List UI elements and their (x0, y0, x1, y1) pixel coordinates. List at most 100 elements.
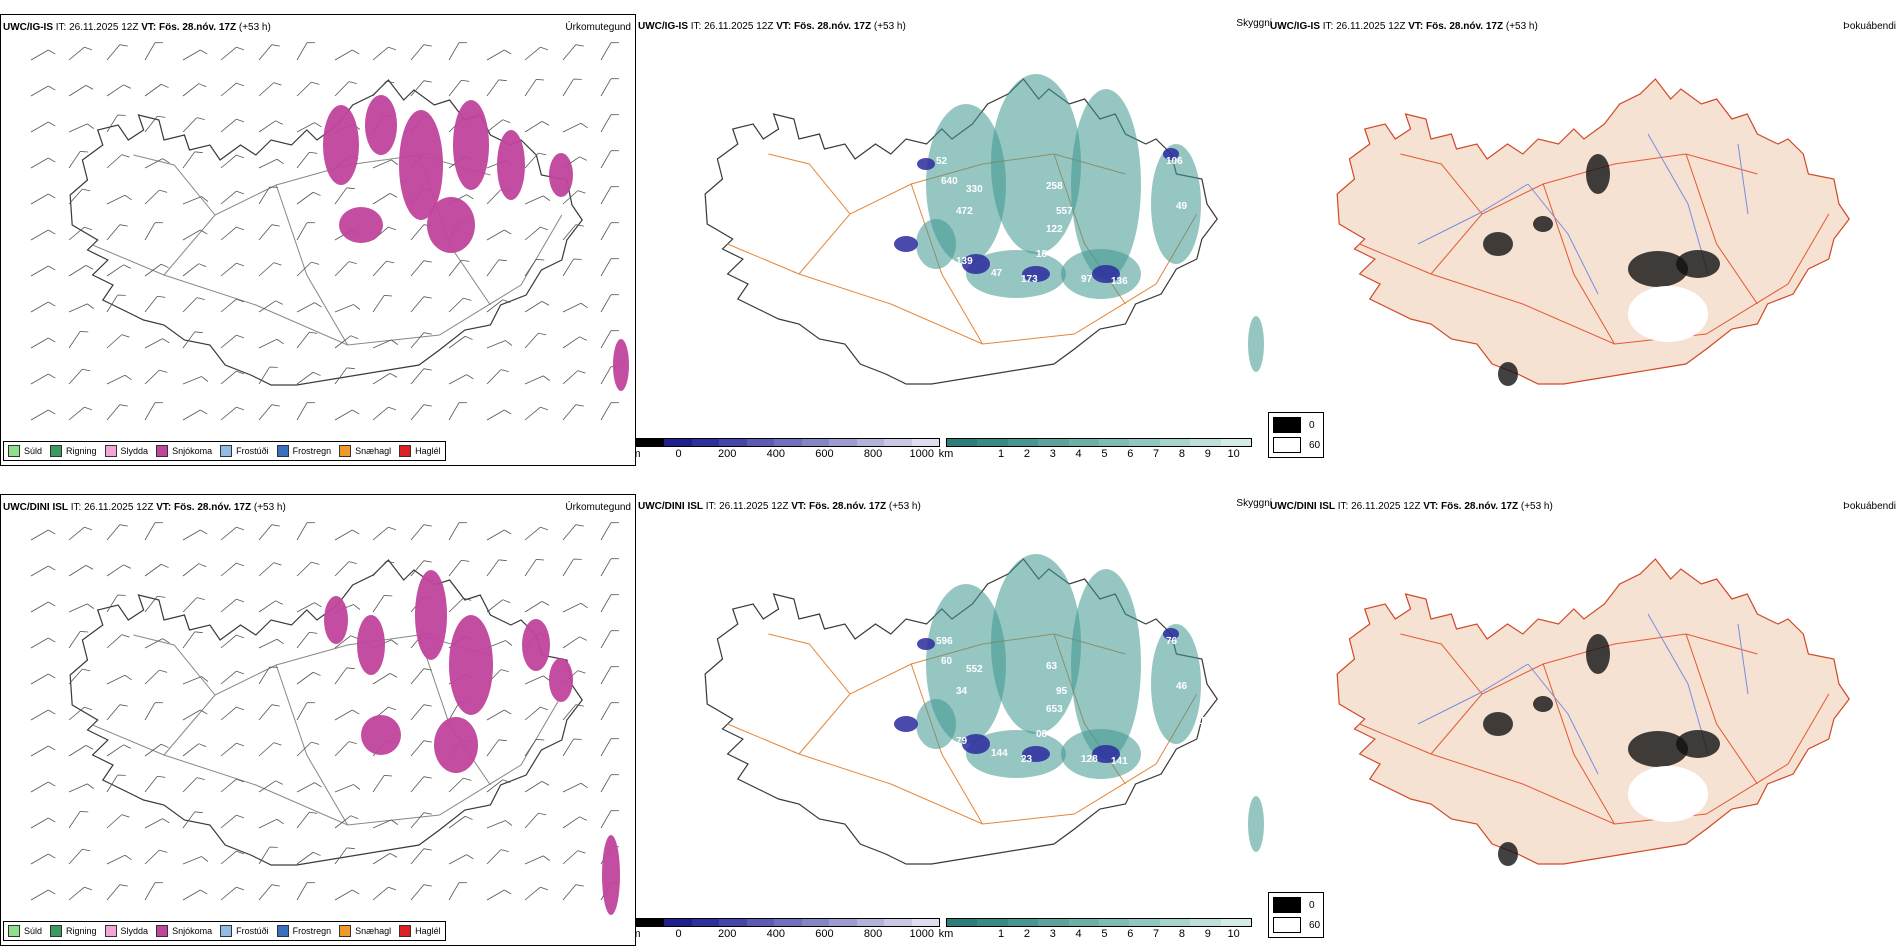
wind-barb (258, 366, 278, 385)
precip-type-legend: Súld Rigning Slydda Snjókoma Frostúði Frostre… (3, 921, 446, 941)
wind-barb (524, 226, 549, 241)
wind-barb (220, 814, 245, 829)
wind-barb (182, 229, 208, 241)
wind-barb (68, 668, 91, 685)
wind-barb (30, 373, 56, 385)
wind-barb (144, 222, 164, 241)
cloud-base-label: 640 (941, 176, 958, 187)
fog-area (1628, 731, 1688, 767)
wind-barb (106, 524, 128, 541)
wind-barb (68, 886, 93, 901)
wind-barb (68, 123, 95, 133)
cloud-base-label: 79 (956, 736, 968, 747)
iceland-coastline (1336, 558, 1850, 865)
wind-barb (296, 191, 321, 205)
wind-barb (562, 558, 582, 577)
cloud-base-label: 63 (1046, 661, 1058, 672)
wind-barb (68, 783, 95, 793)
wind-barb (296, 882, 316, 901)
cloud-base-label: 106 (1166, 156, 1183, 167)
wind-barb (372, 339, 399, 349)
wind-barb (258, 600, 283, 613)
cloud-base-label: 330 (966, 184, 983, 195)
colorbar-tick: 3 (1049, 448, 1056, 460)
wind-barb (372, 595, 393, 613)
wind-barb (258, 300, 283, 313)
wind-barb (410, 332, 432, 349)
road-line (275, 664, 349, 826)
river-line (1527, 183, 1599, 295)
legend-swatch (276, 445, 289, 457)
wind-barb (258, 846, 278, 865)
wind-barb (258, 404, 280, 421)
wind-barb (334, 847, 355, 865)
colorbar-tick: 1000 (909, 928, 934, 940)
cloud-base-label: 95 (1056, 686, 1068, 697)
wind-barb (106, 194, 132, 205)
cloud-base-label: 18 (1036, 249, 1048, 260)
wind-barb (296, 851, 321, 865)
cloud-base-label: 15 (1196, 716, 1208, 727)
wind-barb (68, 85, 94, 97)
road-line (1400, 633, 1483, 695)
wind-barb (220, 634, 245, 649)
wind-barb (486, 849, 509, 865)
wind-barb (144, 638, 170, 649)
wind-barb (600, 186, 620, 205)
cloud-base-label: 52 (936, 156, 948, 167)
wind-barb (448, 79, 470, 97)
wind-barb (258, 44, 280, 61)
wind-barb (68, 631, 89, 649)
low-cloud-base-area (1092, 265, 1120, 283)
cloud-base-colorbar: m02004006008001000 (636, 438, 940, 461)
wind-barb (600, 774, 620, 793)
wind-barb (334, 741, 357, 757)
init-time: 26.11.2025 12Z (704, 21, 774, 32)
colorbar-tick: 200 (718, 448, 737, 460)
colorbar-tick: 8 (1178, 928, 1186, 940)
fog-area (1498, 842, 1518, 866)
wind-barb (524, 121, 550, 133)
legend-swatch (156, 445, 169, 457)
wind-barb (410, 812, 432, 829)
wind-barb (562, 738, 582, 757)
wind-barb (68, 811, 89, 829)
wind-barb (182, 331, 203, 349)
model-name: UWC/DINI ISL (3, 502, 68, 513)
legend-item: Snæhagl (339, 445, 391, 457)
wind-barb (144, 369, 168, 385)
fog-map (1336, 78, 1850, 386)
wind-barb (524, 195, 551, 205)
wind-barb (334, 889, 360, 901)
wind-barb (106, 294, 126, 313)
wind-barb (30, 853, 56, 865)
colorbar-tick: 400 (766, 448, 786, 460)
wind-barb (220, 526, 245, 541)
low-cloud-base-area (917, 638, 935, 650)
wind-barb (448, 882, 468, 901)
low-cloud-base-area (894, 236, 918, 252)
legend-swatch (339, 445, 352, 457)
legend-swatch (8, 445, 20, 457)
legend-swatch (220, 925, 233, 937)
precip-type-legend: Súld Rigning Slydda Snjókoma Frostúði Frostre… (3, 441, 446, 461)
wind-barb (220, 778, 245, 793)
wind-barb (220, 706, 245, 721)
wind-barb (600, 114, 620, 133)
wind-barb (410, 524, 432, 541)
wind-barb (30, 409, 56, 421)
wind-barb (600, 558, 620, 577)
wind-barb (524, 46, 549, 61)
wind-barb (296, 122, 322, 133)
wind-barb (600, 330, 620, 349)
wind-barb (410, 260, 432, 277)
wind-barb (182, 597, 205, 613)
wind-barb (220, 298, 245, 313)
model-name: UWC/IG-IS (3, 22, 53, 33)
legend-swatch (104, 925, 117, 937)
wind-barb (296, 522, 316, 541)
low-cloud-base-area (1092, 745, 1120, 763)
wind-barb (296, 261, 320, 277)
wind-barb (68, 368, 91, 385)
fog-area (1533, 216, 1553, 232)
